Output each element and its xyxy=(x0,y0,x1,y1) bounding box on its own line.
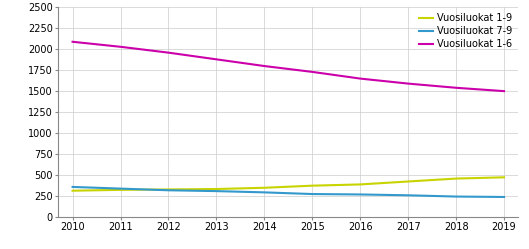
Line: Vuosiluokat 7-9: Vuosiluokat 7-9 xyxy=(72,187,504,197)
Vuosiluokat 1-6 xyxy=(357,77,363,80)
Vuosiluokat 1-9 xyxy=(69,189,76,192)
Vuosiluokat 1-9 xyxy=(357,183,363,186)
Vuosiluokat 1-6 xyxy=(261,64,268,67)
Vuosiluokat 1-6 xyxy=(69,40,76,43)
Vuosiluokat 1-9 xyxy=(501,176,507,179)
Vuosiluokat 7-9 xyxy=(453,195,459,198)
Vuosiluokat 7-9 xyxy=(405,194,412,197)
Vuosiluokat 1-9 xyxy=(405,180,412,183)
Vuosiluokat 7-9 xyxy=(261,191,268,194)
Vuosiluokat 7-9 xyxy=(117,187,124,190)
Line: Vuosiluokat 1-9: Vuosiluokat 1-9 xyxy=(72,177,504,191)
Vuosiluokat 1-9 xyxy=(117,188,124,191)
Vuosiluokat 1-6 xyxy=(309,70,315,73)
Vuosiluokat 1-9 xyxy=(213,187,220,190)
Vuosiluokat 7-9 xyxy=(165,189,171,192)
Vuosiluokat 1-9 xyxy=(165,188,171,191)
Vuosiluokat 1-6 xyxy=(453,86,459,89)
Vuosiluokat 7-9 xyxy=(309,192,315,195)
Vuosiluokat 1-6 xyxy=(501,90,507,93)
Vuosiluokat 1-6 xyxy=(405,82,412,85)
Vuosiluokat 1-6 xyxy=(213,58,220,61)
Vuosiluokat 1-6 xyxy=(117,45,124,48)
Vuosiluokat 7-9 xyxy=(357,193,363,196)
Vuosiluokat 7-9 xyxy=(501,195,507,198)
Vuosiluokat 1-9 xyxy=(309,184,315,187)
Vuosiluokat 7-9 xyxy=(213,190,220,193)
Vuosiluokat 1-9 xyxy=(453,177,459,180)
Legend: Vuosiluokat 1-9, Vuosiluokat 7-9, Vuosiluokat 1-6: Vuosiluokat 1-9, Vuosiluokat 7-9, Vuosil… xyxy=(415,9,516,53)
Vuosiluokat 1-9 xyxy=(261,186,268,189)
Vuosiluokat 1-6 xyxy=(165,51,171,54)
Vuosiluokat 7-9 xyxy=(69,186,76,188)
Line: Vuosiluokat 1-6: Vuosiluokat 1-6 xyxy=(72,42,504,91)
